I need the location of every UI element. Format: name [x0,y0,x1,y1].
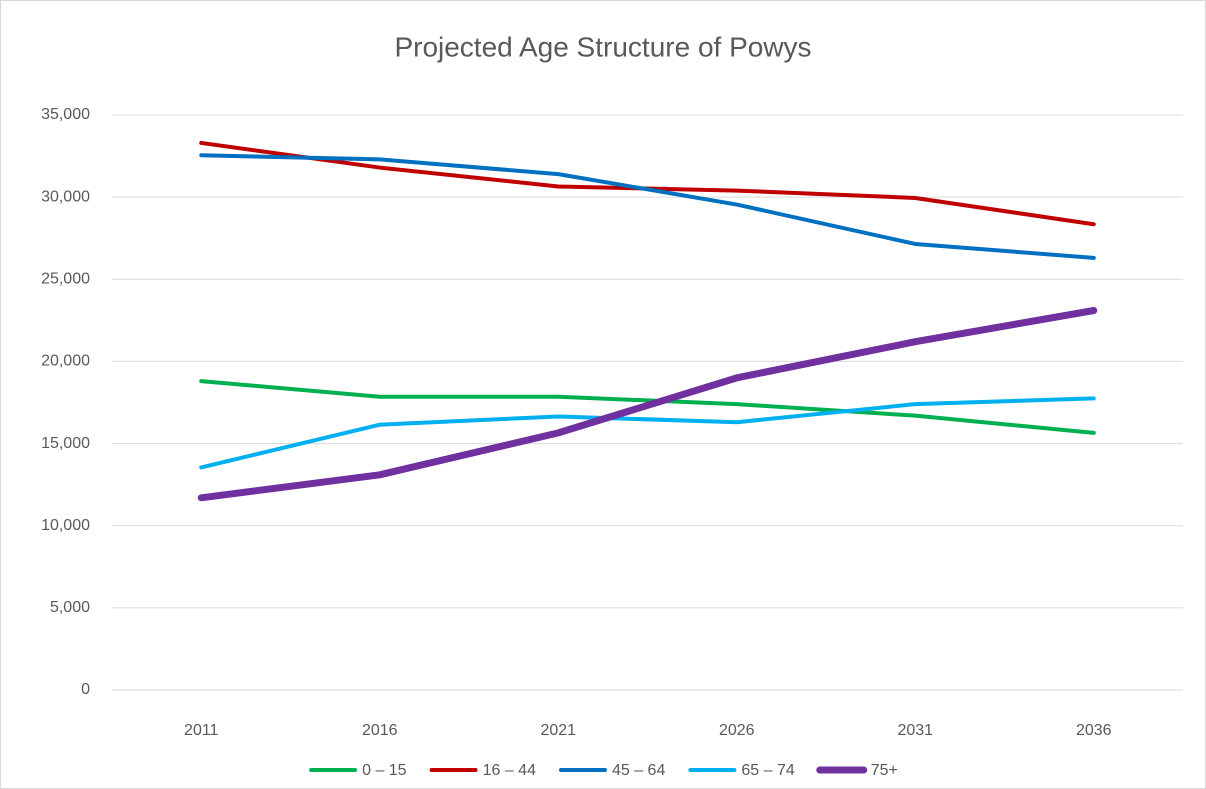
y-tick-label: 35,000 [41,106,90,123]
y-tick-label: 5,000 [50,599,90,616]
x-tick-label: 2036 [1076,722,1112,739]
data-line [199,379,1096,435]
data-line [199,153,1096,260]
x-tick-label: 2016 [362,722,398,739]
legend-label: 0 – 15 [362,762,407,779]
y-tick-label: 15,000 [41,435,90,452]
legend-label: 45 – 64 [612,762,665,779]
chart-title: Projected Age Structure of Powys [394,31,811,62]
x-tick-label: 2011 [184,722,219,739]
y-tick-label: 25,000 [41,271,90,288]
y-tick-label: 10,000 [41,517,90,534]
data-line [197,307,1098,502]
y-tick-label: 20,000 [41,353,90,370]
legend-label: 16 – 44 [483,762,536,779]
y-tick-label: 0 [81,681,90,698]
data-line [199,396,1096,470]
x-tick-label: 2031 [897,722,933,739]
legend-label: 75+ [871,762,898,779]
legend-label: 65 – 74 [741,762,794,779]
x-tick-label: 2021 [540,722,576,739]
y-tick-label: 30,000 [41,188,90,205]
x-tick-label: 2026 [719,722,755,739]
